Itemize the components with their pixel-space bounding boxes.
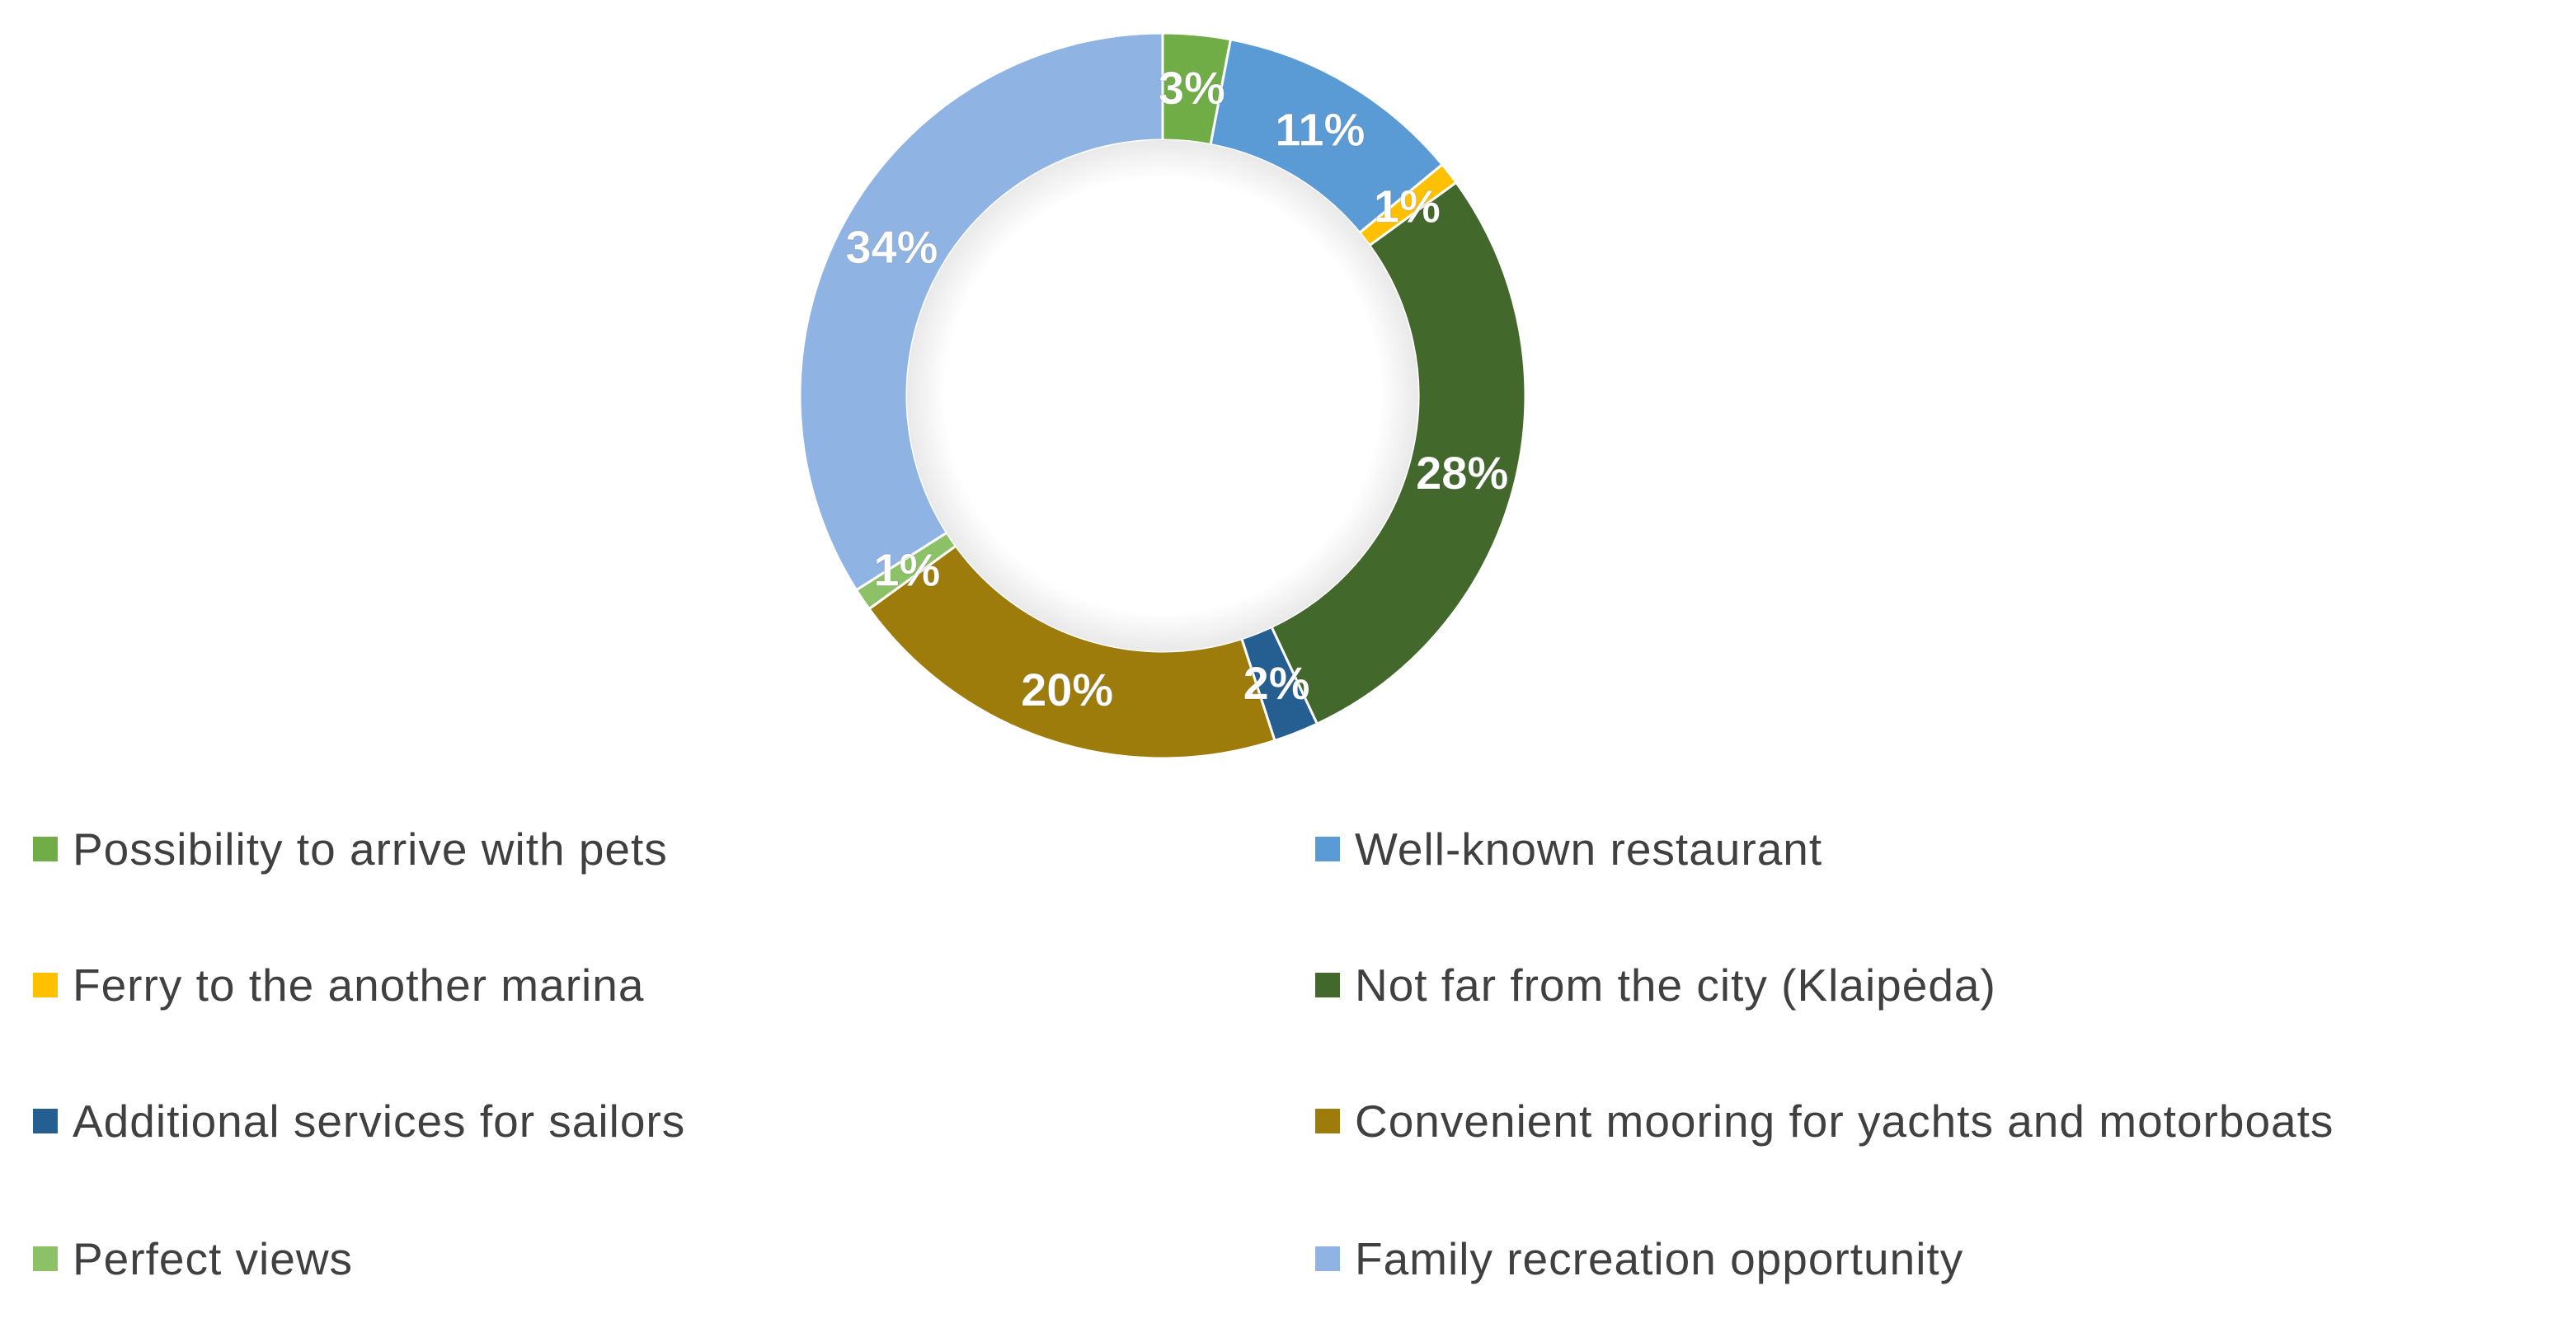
- slice-data-label-7: 1%: [873, 543, 940, 595]
- legend-label: Family recreation opportunity: [1355, 1233, 1964, 1284]
- legend-label: Ferry to the another marina: [73, 960, 645, 1011]
- legend-item-4: Not far from the city (Klaipėda): [1315, 952, 1996, 1018]
- legend-swatch: [33, 837, 58, 861]
- slice-data-label-6: 20%: [1021, 664, 1113, 716]
- slice-data-label-8: 34%: [845, 221, 938, 273]
- slice-data-label-1: 3%: [1159, 62, 1225, 114]
- legend-item-1: Possibility to arrive with pets: [33, 816, 668, 882]
- legend-swatch: [1315, 837, 1340, 861]
- slice-data-label-5: 2%: [1243, 657, 1310, 709]
- slice-data-label-2: 11%: [1275, 104, 1365, 156]
- legend-swatch: [33, 1109, 58, 1133]
- legend-swatch: [33, 1246, 58, 1271]
- legend-swatch: [1315, 1246, 1340, 1271]
- legend-item-5: Additional services for sailors: [33, 1088, 685, 1154]
- legend-label: Not far from the city (Klaipėda): [1355, 960, 1996, 1011]
- legend-item-2: Well-known restaurant: [1315, 816, 1822, 882]
- legend-label: Additional services for sailors: [73, 1096, 686, 1147]
- slice-data-label-4: 28%: [1416, 447, 1508, 499]
- legend-item-7: Perfect views: [33, 1226, 353, 1292]
- donut-data-labels: 3%11%1%28%2%20%1%34%: [845, 62, 1509, 716]
- legend-label: Convenient mooring for yachts and motorb…: [1355, 1096, 2334, 1147]
- donut-hole: [907, 140, 1418, 651]
- slice-data-label-3: 1%: [1374, 181, 1441, 232]
- legend-swatch: [1315, 973, 1340, 997]
- legend-item-6: Convenient mooring for yachts and motorb…: [1315, 1088, 2334, 1154]
- legend-item-3: Ferry to the another marina: [33, 952, 644, 1018]
- donut-chart: 3% 11% 1% 28% 2% 20% 1% 34%: [798, 31, 1527, 760]
- donut-chart-svg: 3%11%1%28%2%20%1%34%: [798, 31, 1527, 760]
- chart-legend: Possibility to arrive with pets Well-know…: [33, 816, 2564, 1311]
- legend-swatch: [1315, 1109, 1340, 1133]
- legend-label: Perfect views: [73, 1233, 354, 1284]
- legend-swatch: [33, 973, 58, 997]
- legend-label: Possibility to arrive with pets: [73, 824, 668, 875]
- legend-label: Well-known restaurant: [1355, 824, 1823, 875]
- legend-item-8: Family recreation opportunity: [1315, 1226, 1963, 1292]
